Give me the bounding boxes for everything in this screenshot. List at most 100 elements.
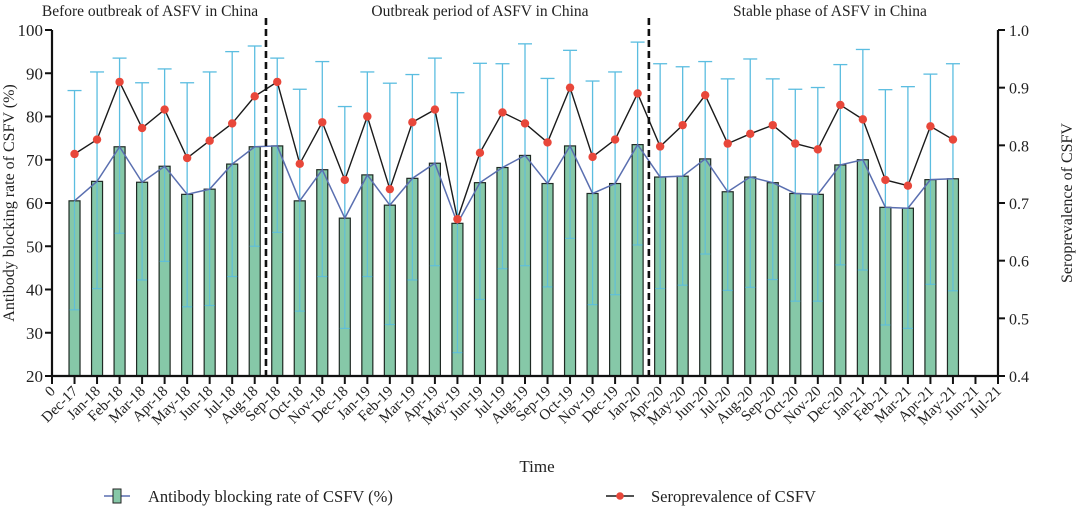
sero-point-jun-19 xyxy=(475,148,485,158)
sero-point-aug-18 xyxy=(250,92,259,101)
sero-point-dec-18 xyxy=(340,175,350,185)
error-bar-lower-feb-19 xyxy=(384,205,395,326)
sero-point-feb-21 xyxy=(881,175,890,185)
y2-tick-labels: 0.4 0.5 0.6 0.7 0.8 0.9 1.0 xyxy=(1009,23,1029,386)
sero-point-feb-19 xyxy=(385,184,395,194)
sero-point-aug-20 xyxy=(746,129,755,138)
sero-point-apr-21 xyxy=(926,122,935,131)
error-bar-lower-apr-20 xyxy=(655,177,666,290)
error-bar-lower-nov-19 xyxy=(587,193,598,306)
error-bar-lower-mar-21 xyxy=(902,208,913,330)
phase-label-before: Before outbreak of ASFV in China xyxy=(42,3,258,20)
error-bar-feb-18 xyxy=(112,57,127,147)
error-bar-lower-jun-20 xyxy=(700,158,711,255)
sero-point-may-20 xyxy=(678,120,687,130)
error-bar-lower-nov-20 xyxy=(812,194,823,302)
error-bar-oct-19 xyxy=(563,49,578,146)
sero-point-dec-17 xyxy=(70,149,79,159)
y-tick-label: 80 xyxy=(26,108,43,127)
error-bar-jun-18 xyxy=(202,71,217,190)
x-tick-labels: 0Dec-17Jan-18Feb-18Mar-18Apr-18May-18Jun… xyxy=(39,383,1005,428)
error-bar-jun-20 xyxy=(698,60,713,159)
sero-point-sep-20 xyxy=(768,120,777,130)
error-bar-lower-nov-18 xyxy=(317,169,328,278)
seroprevalence-series-line xyxy=(74,80,954,222)
error-bar-lower-jan-19 xyxy=(362,174,373,278)
sero-point-may-18 xyxy=(182,153,192,163)
error-bar-lower-jan-20 xyxy=(632,144,643,246)
error-bar-lower-jun-18 xyxy=(204,189,215,307)
y-axis-title: Antibody blocking rate of CSFV (%) xyxy=(1,84,18,321)
error-bar-lower-may-18 xyxy=(182,194,193,308)
y2-tick-label: 0.4 xyxy=(1009,369,1029,386)
error-bar-lower-aug-20 xyxy=(745,177,756,288)
sero-point-oct-19 xyxy=(565,83,575,92)
error-bar-apr-20 xyxy=(653,63,668,178)
error-bar-aug-19 xyxy=(518,43,532,156)
y-tick-label: 70 xyxy=(26,151,43,170)
sero-point-jul-18 xyxy=(227,119,237,128)
error-bar-lower-sep-19 xyxy=(542,183,553,288)
sero-point-mar-21 xyxy=(903,181,913,190)
y-tick-label: 100 xyxy=(18,21,44,40)
sero-point-mar-19 xyxy=(408,118,417,127)
sero-point-jan-18 xyxy=(92,135,102,144)
error-bar-lower-may-21 xyxy=(947,178,958,292)
bars xyxy=(68,144,960,377)
error-bar-lower-may-19 xyxy=(452,223,463,354)
error-bar-jul-18 xyxy=(225,50,240,165)
error-bar-jul-20 xyxy=(720,78,735,192)
sero-point-jul-19 xyxy=(498,108,507,117)
phase-label-outbreak: Outbreak period of ASFV in China xyxy=(371,3,588,20)
sero-point-jun-20 xyxy=(700,90,710,100)
error-bar-sep-18 xyxy=(270,57,285,146)
error-bar-aug-20 xyxy=(743,58,758,178)
sero-point-oct-20 xyxy=(791,139,800,148)
y2-tick-label: 0.9 xyxy=(1009,81,1029,98)
sero-point-nov-20 xyxy=(813,145,823,154)
sero-point-jan-19 xyxy=(363,112,372,121)
error-bar-lower-oct-18 xyxy=(294,200,305,312)
error-bar-lower-sep-18 xyxy=(272,145,283,234)
error-bar-jan-18 xyxy=(90,71,105,182)
error-bar-lower-sep-20 xyxy=(767,182,778,281)
axes xyxy=(45,29,1005,384)
sero-point-apr-19 xyxy=(430,105,440,114)
y2-tick-label: 1.0 xyxy=(1009,23,1029,40)
legend-item-seroprevalence: Seroprevalence of CSFV xyxy=(606,487,816,506)
error-bar-dec-18 xyxy=(337,105,352,219)
error-bar-lower-dec-18 xyxy=(339,218,350,330)
error-bar-jan-21 xyxy=(855,48,870,160)
error-bar-apr-18 xyxy=(157,68,172,167)
sero-point-jul-20 xyxy=(723,139,732,148)
legend: Antibody blocking rate of CSFV (%) Serop… xyxy=(104,487,816,506)
sero-point-apr-18 xyxy=(160,105,169,114)
y2-tick-label: 0.5 xyxy=(1009,311,1029,328)
error-bar-lower-apr-21 xyxy=(925,179,936,285)
y2-axis-title: Seroprevalence of CSFV xyxy=(1059,123,1076,283)
error-bar-lower-dec-17 xyxy=(69,200,80,311)
legend-sero-marker xyxy=(616,492,624,500)
sero-point-jan-21 xyxy=(858,115,868,124)
error-bar-lower-jul-18 xyxy=(227,164,238,278)
error-bar-dec-20 xyxy=(833,63,848,165)
error-bar-lower-oct-20 xyxy=(790,193,801,302)
legend-item-antibody: Antibody blocking rate of CSFV (%) xyxy=(104,487,393,506)
error-bar-sep-19 xyxy=(540,77,555,184)
y-tick-label: 50 xyxy=(26,237,43,256)
sero-point-jan-20 xyxy=(633,89,642,98)
error-bar-dec-17 xyxy=(67,89,82,201)
sero-point-dec-20 xyxy=(836,100,845,110)
phase-dividers xyxy=(264,18,651,376)
bar-connector-line xyxy=(74,143,953,226)
error-bar-may-19 xyxy=(450,92,465,224)
y2-tick-label: 0.6 xyxy=(1009,254,1029,271)
y-tick-label: 30 xyxy=(26,324,43,343)
error-bar-mar-18 xyxy=(135,82,150,183)
error-bar-mar-21 xyxy=(900,86,915,209)
y-tick-label: 90 xyxy=(26,64,43,83)
error-bar-feb-19 xyxy=(382,82,397,206)
error-bar-lower-mar-19 xyxy=(407,178,418,281)
phase-label-stable: Stable phase of ASFV in China xyxy=(733,3,927,20)
